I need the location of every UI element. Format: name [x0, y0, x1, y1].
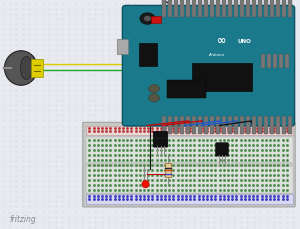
Bar [285, 55, 289, 69]
Bar [258, 117, 262, 134]
Bar [276, 117, 280, 134]
FancyBboxPatch shape [216, 143, 228, 156]
Bar [261, 55, 265, 69]
Bar [210, 0, 214, 18]
Circle shape [148, 85, 160, 93]
Bar [276, 0, 280, 18]
Bar [186, 0, 190, 18]
Bar [240, 0, 244, 18]
Bar [204, 0, 208, 18]
Bar [270, 0, 274, 18]
Bar [216, 117, 220, 134]
Bar [174, 0, 178, 18]
Bar [282, 0, 286, 18]
Bar [85, 163, 292, 167]
Bar [264, 117, 268, 134]
Text: Arduino: Arduino [209, 53, 225, 57]
Bar [139, 44, 157, 66]
Bar [279, 55, 283, 69]
Bar [273, 55, 277, 69]
FancyBboxPatch shape [83, 123, 295, 207]
Bar [162, 0, 166, 18]
Text: fritzing: fritzing [9, 214, 36, 223]
Bar [192, 64, 252, 92]
Bar [192, 117, 196, 134]
Bar [267, 55, 271, 69]
Bar [258, 0, 262, 18]
Bar [3, 67, 12, 70]
Bar [228, 117, 232, 134]
Bar [165, 164, 171, 177]
Bar [252, 117, 256, 134]
Bar [246, 0, 250, 18]
Bar [270, 117, 274, 134]
Bar [198, 117, 202, 134]
Bar [228, 0, 232, 18]
Bar [252, 0, 256, 18]
Bar [210, 117, 214, 134]
Circle shape [140, 14, 155, 25]
Bar [240, 117, 244, 134]
Bar [216, 0, 220, 18]
Bar [180, 0, 184, 18]
FancyBboxPatch shape [153, 132, 168, 147]
Bar [234, 0, 238, 18]
Bar [204, 117, 208, 134]
Bar [186, 117, 190, 134]
Text: UNO: UNO [238, 39, 252, 44]
Bar [174, 117, 178, 134]
Bar [31, 60, 43, 77]
Bar [192, 0, 196, 18]
Ellipse shape [20, 57, 32, 80]
Bar [168, 117, 172, 134]
Circle shape [148, 94, 160, 103]
Bar [246, 117, 250, 134]
Bar [288, 0, 292, 18]
Bar [282, 117, 286, 134]
FancyBboxPatch shape [122, 6, 295, 126]
Bar [167, 80, 206, 98]
Text: ∞: ∞ [217, 36, 226, 46]
Ellipse shape [142, 181, 149, 188]
Bar [85, 194, 292, 204]
Bar [117, 40, 128, 55]
Circle shape [144, 17, 151, 22]
Ellipse shape [4, 52, 38, 86]
Bar [288, 117, 292, 134]
Bar [234, 117, 238, 134]
Bar [85, 126, 292, 136]
Bar [264, 0, 268, 18]
Bar [198, 0, 202, 18]
Bar [222, 117, 226, 134]
Bar [151, 17, 161, 24]
Bar [180, 117, 184, 134]
Bar [85, 138, 292, 193]
Bar [222, 0, 226, 18]
Bar [162, 117, 166, 134]
Bar [168, 0, 172, 18]
